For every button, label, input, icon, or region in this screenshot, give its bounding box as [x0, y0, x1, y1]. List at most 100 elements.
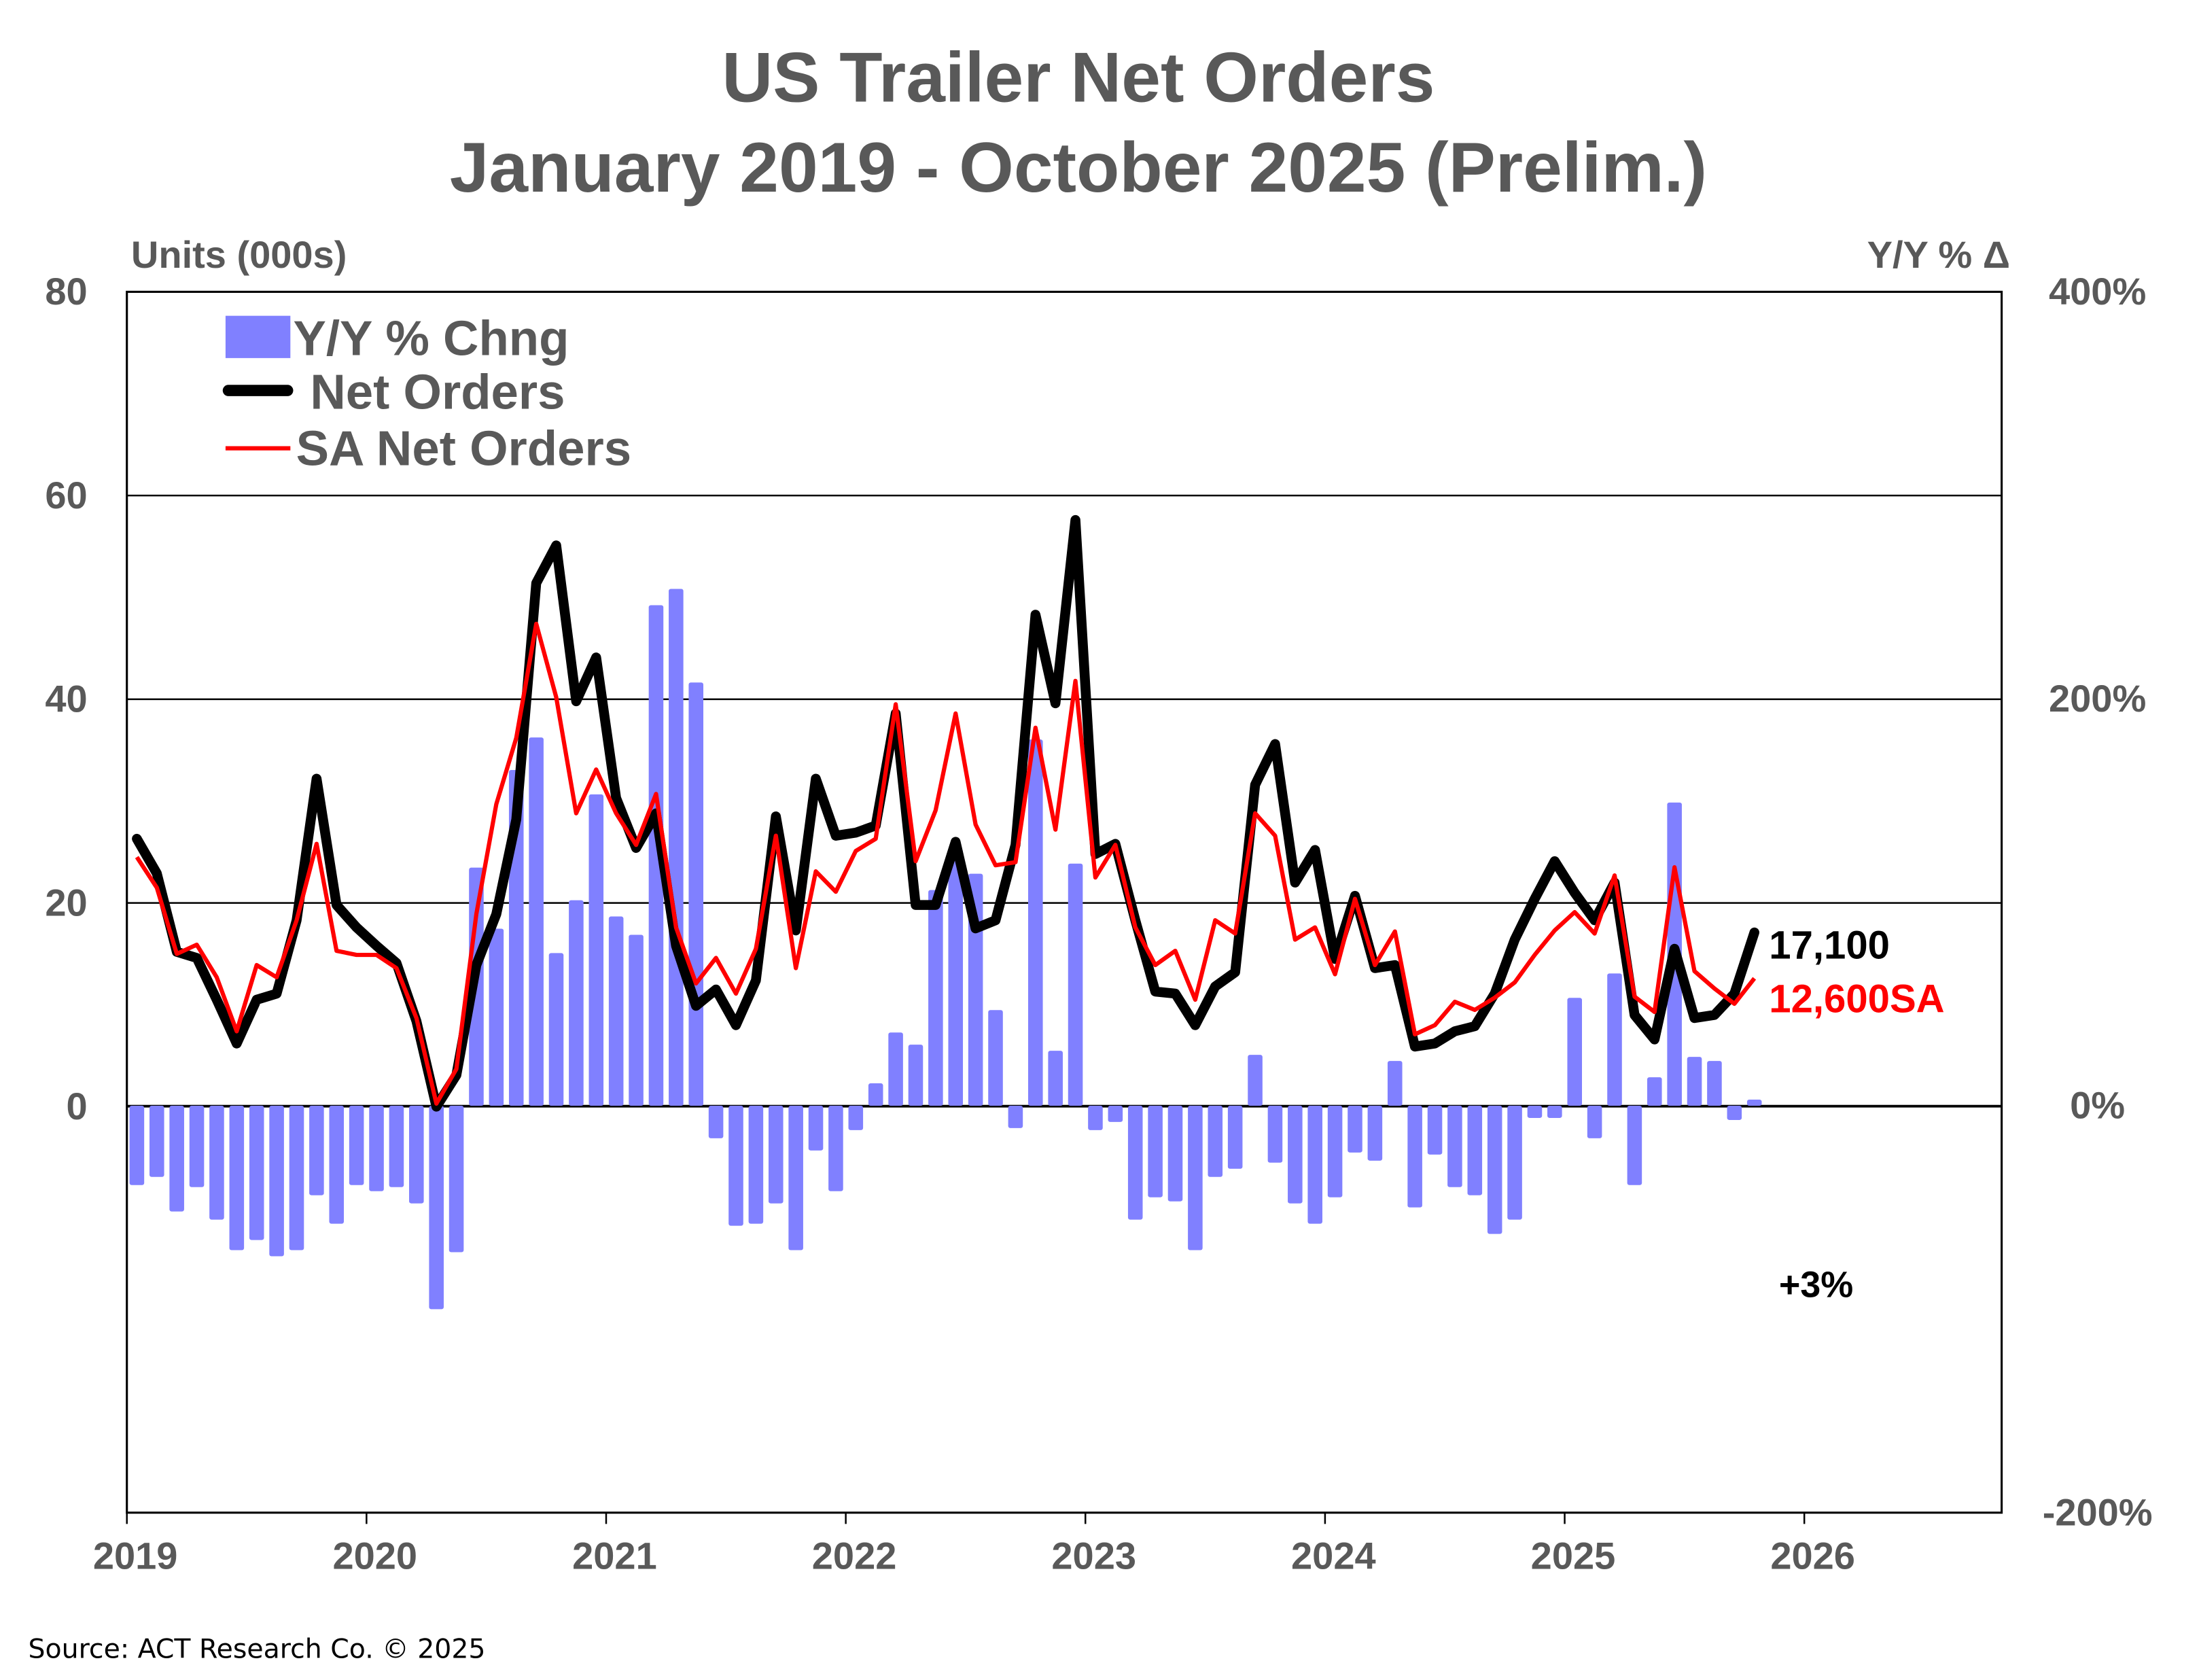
yoy-bar — [1248, 1055, 1263, 1106]
x-axis-ticks: 2019 2020 2021 2022 2023 2024 2025 2026 — [93, 1512, 1855, 1577]
yoy-bar — [1188, 1105, 1203, 1250]
x-tick-label: 2020 — [332, 1535, 417, 1577]
yoy-bar — [748, 1105, 764, 1224]
left-tick-label: 0 — [66, 1085, 87, 1127]
left-tick-label: 80 — [45, 270, 87, 313]
yoy-bar — [289, 1105, 304, 1250]
yoy-bar — [1068, 863, 1083, 1106]
right-tick-label: -200% — [2043, 1490, 2153, 1533]
left-axis-ticks: 80 60 40 20 0 — [45, 270, 87, 1127]
yoy-bar — [349, 1105, 364, 1185]
yoy-bar — [409, 1105, 424, 1204]
yoy-bar — [569, 900, 584, 1106]
right-tick-label: 200% — [2049, 677, 2146, 720]
yoy-bar — [1627, 1105, 1642, 1185]
legend: Y/Y % Chng Net Orders SA Net Orders — [222, 311, 632, 476]
yoy-bar — [1647, 1077, 1662, 1106]
yoy-bar — [848, 1105, 864, 1130]
right-axis-ticks: 400% 200% 0% -200% — [2043, 270, 2153, 1533]
x-tick-label: 2022 — [812, 1535, 897, 1577]
legend-label-net: Net Orders — [310, 365, 565, 420]
yoy-bar — [1167, 1105, 1183, 1202]
yoy-bar — [1208, 1105, 1223, 1177]
annotation-sa-last: 12,600SA — [1769, 977, 1944, 1021]
yoy-bar — [448, 1105, 464, 1253]
yoy-bar — [608, 916, 624, 1106]
x-tick-label: 2026 — [1770, 1535, 1855, 1577]
plot-frame — [126, 290, 2003, 1514]
yoy-bar — [548, 953, 564, 1106]
x-tick-label: 2024 — [1291, 1535, 1376, 1577]
yoy-bar — [708, 1105, 724, 1138]
legend-swatch-bars — [225, 315, 291, 358]
yoy-bar — [1447, 1105, 1462, 1187]
yoy-bar — [1048, 1051, 1063, 1106]
left-tick-label: 60 — [45, 474, 87, 517]
x-tick-label: 2019 — [93, 1535, 178, 1577]
yoy-bar — [1467, 1105, 1483, 1195]
yoy-bar — [249, 1105, 264, 1240]
yoy-bar — [1527, 1105, 1543, 1118]
yoy-bar — [1707, 1061, 1722, 1106]
yoy-bar — [1587, 1105, 1602, 1138]
yoy-bar — [1746, 1099, 1762, 1106]
yoy-bar — [1108, 1105, 1123, 1122]
yoy-bar — [1307, 1105, 1322, 1224]
yoy-bar — [868, 1083, 883, 1106]
yoy-bar — [688, 682, 704, 1106]
yoy-bar — [1127, 1105, 1143, 1220]
yoy-bar — [728, 1105, 743, 1226]
yoy-bar — [1008, 1105, 1023, 1128]
yoy-bar — [1607, 973, 1622, 1106]
x-tick-label: 2025 — [1531, 1535, 1616, 1577]
chart-subtitle: January 2019 - October 2025 (Prelim.) — [450, 128, 1707, 207]
yoy-bar — [669, 589, 684, 1106]
yoy-bar — [588, 794, 604, 1106]
left-tick-label: 20 — [45, 881, 87, 924]
legend-label-bars: Y/Y % Chng — [293, 311, 569, 366]
yoy-bar — [1687, 1057, 1702, 1106]
yoy-bar — [948, 849, 964, 1106]
yoy-bar — [768, 1105, 784, 1204]
yoy-bar — [828, 1105, 843, 1191]
x-tick-label: 2021 — [572, 1535, 657, 1577]
yoy-bar — [1507, 1105, 1522, 1220]
yoy-bar — [988, 1010, 1003, 1106]
annotation-yoy-last: +3% — [1779, 1264, 1853, 1305]
yoy-bar — [1288, 1105, 1303, 1204]
net-orders-line — [132, 514, 1759, 1112]
yoy-bar — [529, 737, 544, 1106]
yoy-bar — [429, 1105, 444, 1310]
yoy-bar — [369, 1105, 384, 1191]
yoy-bar — [209, 1105, 224, 1220]
yoy-bar — [1088, 1105, 1103, 1130]
yoy-bar — [489, 928, 504, 1106]
yoy-bar — [888, 1032, 903, 1106]
yoy-bar — [149, 1105, 164, 1177]
yoy-bar — [908, 1045, 923, 1106]
yoy-bar — [309, 1105, 324, 1195]
yoy-bar — [329, 1105, 345, 1224]
yoy-bar — [1547, 1105, 1562, 1118]
yoy-bar — [1327, 1105, 1343, 1197]
yoy-bar — [129, 1105, 145, 1185]
left-axis-label: Units (000s) — [131, 233, 347, 276]
yoy-bar — [1427, 1105, 1443, 1155]
yoy-bar — [1267, 1105, 1283, 1163]
chart-title: US Trailer Net Orders — [722, 37, 1435, 116]
yoy-bar — [1387, 1061, 1403, 1106]
yoy-bar — [1567, 998, 1583, 1106]
yoy-bar — [808, 1105, 824, 1151]
yoy-bar — [1348, 1105, 1362, 1153]
yoy-bar — [1407, 1105, 1422, 1208]
sa-net-orders-line — [135, 621, 1757, 1106]
yoy-bar — [928, 890, 943, 1106]
yoy-bar — [189, 1105, 205, 1187]
yoy-bar — [1487, 1105, 1502, 1234]
yoy-bar — [1148, 1105, 1163, 1197]
source-note: Source: ACT Research Co. © 2025 — [28, 1633, 485, 1664]
yoy-bar — [269, 1105, 284, 1257]
legend-label-sa: SA Net Orders — [296, 421, 632, 476]
right-axis-label: Y/Y % Δ — [1867, 233, 2010, 276]
